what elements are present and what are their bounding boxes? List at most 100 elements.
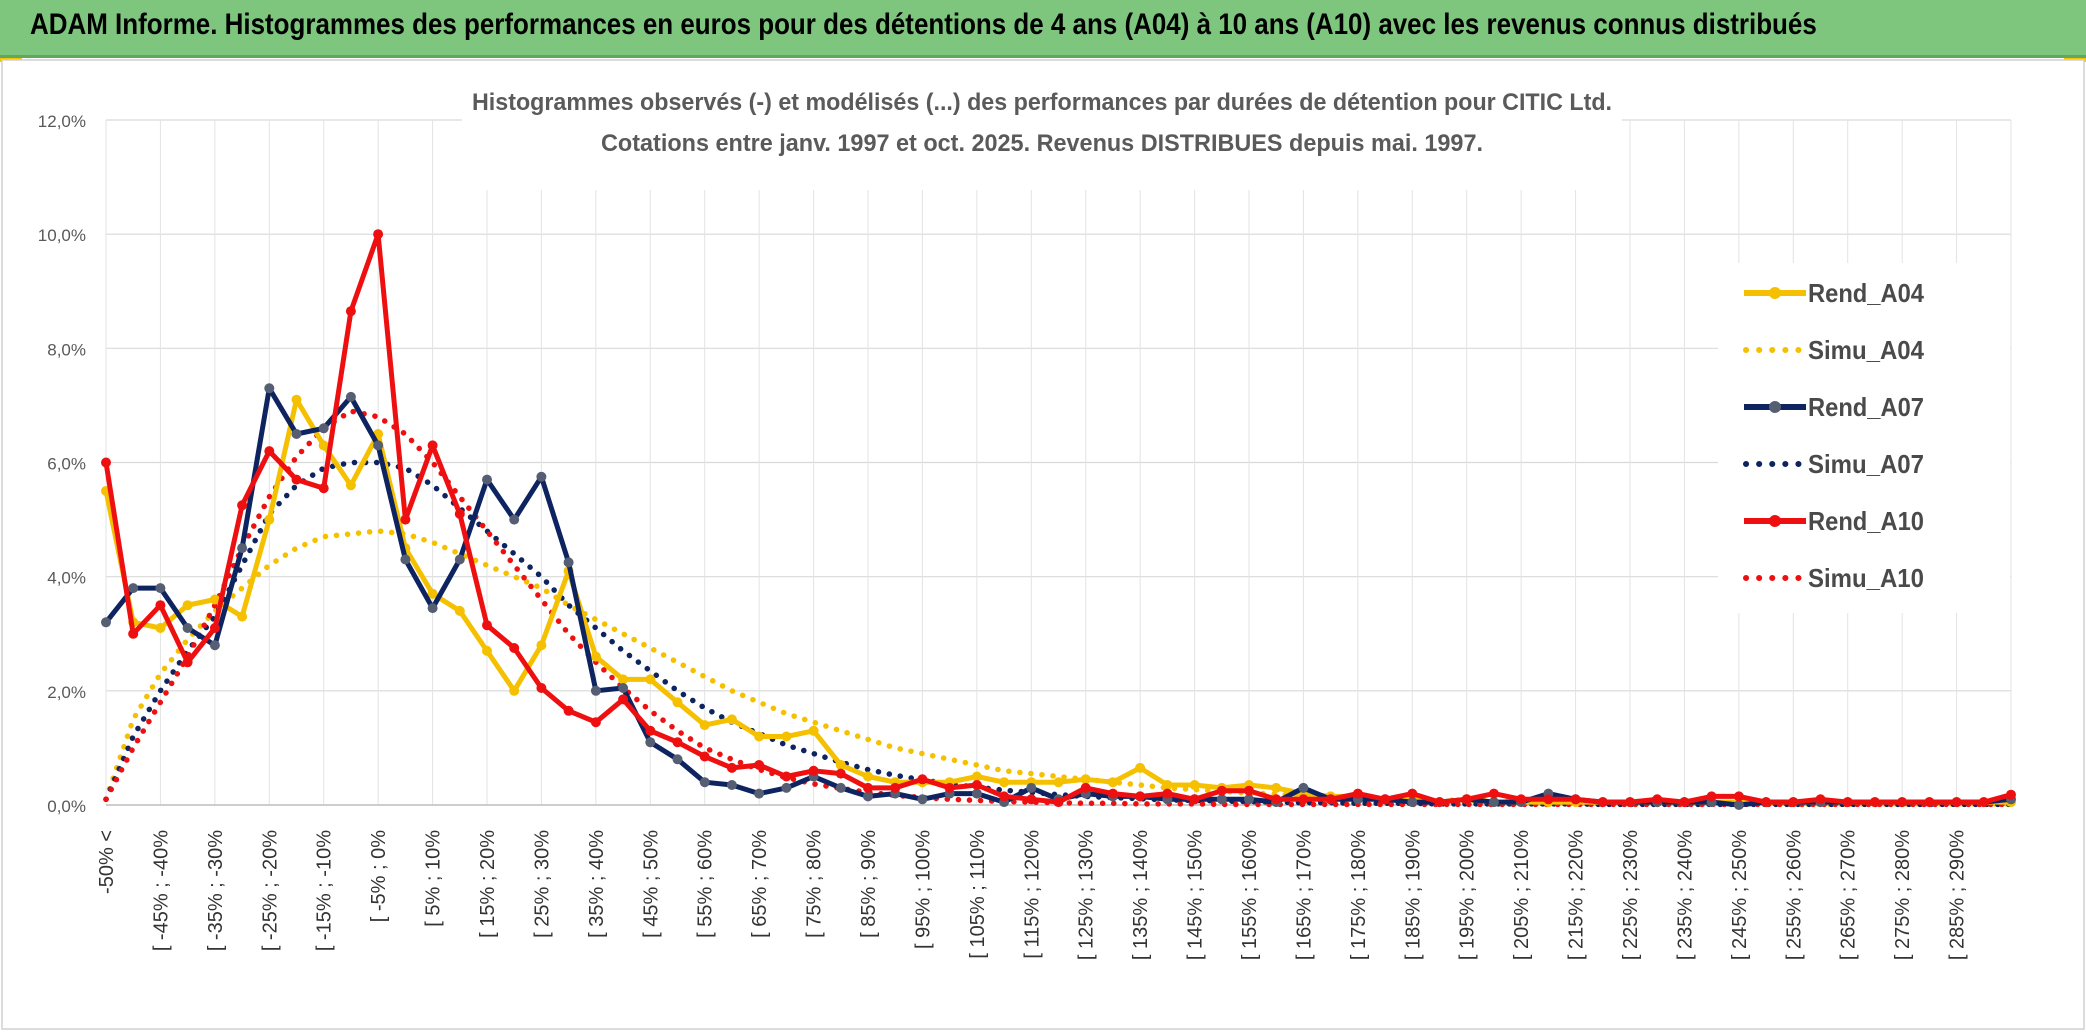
Rend_A07-point xyxy=(590,685,601,696)
Rend_A10-point xyxy=(209,623,220,633)
x-tick-label: [ -25% ; -20% xyxy=(259,830,281,951)
Rend_A10-point xyxy=(1516,794,1527,805)
title-background xyxy=(462,80,1622,190)
legend-label: Simu_A10 xyxy=(1808,563,1924,593)
x-tick-label: [ 185% ; 190% xyxy=(1402,830,1424,960)
Rend_A07-point xyxy=(482,474,492,485)
Rend_A07-point xyxy=(155,583,166,594)
Rend_A10-point xyxy=(1842,797,1853,808)
y-tick-label: 0,0% xyxy=(47,797,86,816)
Rend_A10-point xyxy=(618,694,629,705)
x-tick-label: [ 25% ; 30% xyxy=(531,830,553,938)
histogram-chart: 0,0% 2,0% 4,0% 6,0% 8,0% 10,0% 12,0% -50% < [ -… xyxy=(1,59,2085,1030)
Rend_A07-point xyxy=(1407,797,1418,808)
Rend_A10-point xyxy=(1189,794,1200,805)
Rend_A07-point xyxy=(726,780,737,790)
Rend_A10-point xyxy=(1951,797,1962,808)
Rend_A10-series xyxy=(101,229,2016,808)
Rend_A10-point xyxy=(345,306,356,317)
Rend_A10-point xyxy=(2006,789,2016,800)
legend-label: Simu_A04 xyxy=(1808,335,1924,365)
Rend_A10-point xyxy=(1706,791,1717,802)
x-tick-label: [ 235% ; 240% xyxy=(1674,830,1696,960)
Rend_A04-point xyxy=(590,651,601,662)
Rend_A10-point xyxy=(999,791,1010,802)
x-tick-label: [ 55% ; 60% xyxy=(695,830,717,938)
legend-marker xyxy=(1769,287,1781,299)
Rend_A04-point xyxy=(971,771,982,782)
Rend_A10-point xyxy=(1080,782,1091,793)
chart-subtitle: Cotations entre janv. 1997 et oct. 2025.… xyxy=(601,130,1483,157)
Rend_A10-point xyxy=(1924,797,1935,808)
Rend_A10-point xyxy=(1679,797,1690,808)
Rend_A04-point xyxy=(1053,777,1064,788)
Rend_A07-point xyxy=(1244,794,1254,805)
x-tick-label: [ 255% ; 260% xyxy=(1783,830,1805,960)
legend-label: Simu_A07 xyxy=(1808,449,1924,479)
Rend_A04-point xyxy=(835,760,846,770)
Rend_A07-point xyxy=(318,423,329,434)
Rend_A04-point xyxy=(781,731,792,742)
Rend_A10-point xyxy=(890,782,901,793)
Rend_A10-point xyxy=(699,751,710,762)
Rend_A04-point xyxy=(1189,780,1200,790)
Rend_A04-point xyxy=(645,674,656,685)
y-tick-label: 12,0% xyxy=(38,112,86,131)
Rend_A07-point xyxy=(128,583,139,594)
Rend_A10-point xyxy=(1380,794,1391,805)
Rend_A10-point xyxy=(645,725,656,736)
Rend_A10-point xyxy=(835,768,846,779)
Rend_A07-point xyxy=(1026,782,1037,793)
Rend_A04-point xyxy=(1135,762,1146,773)
Rend_A07-point xyxy=(672,754,683,765)
Rend_A07-point xyxy=(971,788,982,799)
Rend_A10-point xyxy=(1815,794,1826,805)
x-tick-label: -50% < xyxy=(96,830,118,894)
x-tick-label: [ 145% ; 150% xyxy=(1185,830,1207,960)
Rend_A10-point xyxy=(291,474,302,485)
x-tick-label: [ 65% ; 70% xyxy=(749,830,771,938)
Rend_A07-point xyxy=(454,554,465,565)
Rend_A10-point xyxy=(1597,797,1608,808)
Rend_A07-point xyxy=(1488,797,1499,808)
Rend_A07-point xyxy=(400,554,411,565)
x-tick-label: [ -15% ; -10% xyxy=(314,830,336,951)
Rend_A04-point xyxy=(754,731,765,742)
Rend_A10-point xyxy=(1298,794,1309,805)
Rend_A10-point xyxy=(155,600,166,611)
x-tick-label: [ 85% ; 90% xyxy=(858,830,880,938)
Rend_A04-point xyxy=(536,640,547,651)
Rend_A07-point xyxy=(618,683,629,693)
Rend_A07-point xyxy=(509,514,520,525)
legend-label: Rend_A10 xyxy=(1808,506,1924,536)
Rend_A10-point xyxy=(482,620,492,631)
series-lines xyxy=(101,229,2016,810)
Rend_A10-point xyxy=(1543,794,1554,805)
Rend_A10-point xyxy=(1434,797,1445,808)
x-tick-label: [ 35% ; 40% xyxy=(586,830,608,938)
legend-background xyxy=(1718,263,2010,613)
x-tick-label: [ 275% ; 280% xyxy=(1892,830,1914,960)
Rend_A10-point xyxy=(1053,797,1064,808)
Rend_A07-point xyxy=(237,543,248,554)
Rend_A10-point xyxy=(1325,794,1336,805)
Rend_A07-point xyxy=(863,791,873,802)
Rend_A10-point xyxy=(1461,794,1472,805)
Rend_A10-point xyxy=(101,457,111,468)
y-tick-label: 8,0% xyxy=(47,340,86,359)
chart-title: Histogrammes observés (-) et modélisés (… xyxy=(472,89,1612,116)
Rend_A07-point xyxy=(781,782,792,793)
Rend_A04-point xyxy=(509,685,520,696)
Rend_A10-point xyxy=(1652,794,1663,805)
Rend_A10-point xyxy=(781,771,792,782)
y-tick-label: 10,0% xyxy=(38,226,86,245)
Rend_A10-point xyxy=(1216,785,1227,796)
Rend_A10-point xyxy=(1352,788,1363,799)
Rend_A10-point xyxy=(1026,794,1037,805)
Rend_A10-point xyxy=(917,774,928,785)
header-banner: ADAM Informe. Histogrammes des performan… xyxy=(0,0,2086,58)
Rend_A10-point xyxy=(182,657,193,668)
x-tick-label: [ -35% ; -30% xyxy=(205,830,227,951)
Rend_A04-point xyxy=(291,394,302,405)
x-tick-label: [ 215% ; 220% xyxy=(1566,830,1588,960)
